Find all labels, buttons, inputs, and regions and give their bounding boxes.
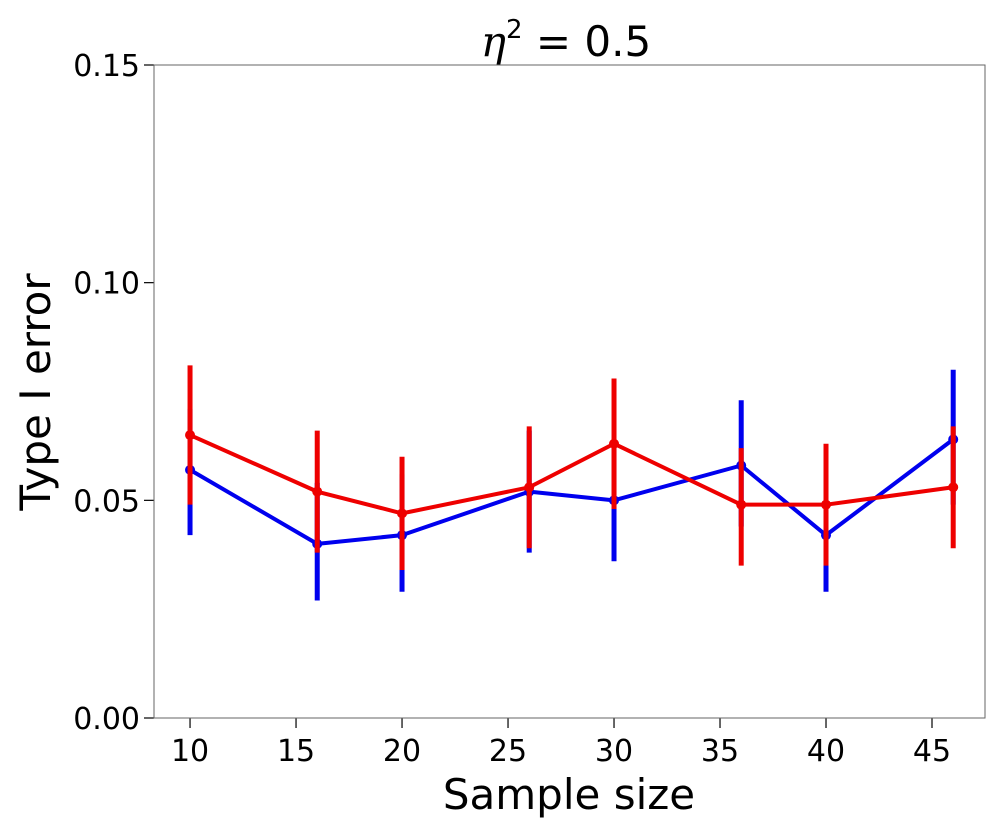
y-tick-label: 0.00 <box>73 702 140 737</box>
title-superscript: 2 <box>506 15 523 45</box>
title-rest: = 0.5 <box>523 17 652 66</box>
x-tick-label: 10 <box>171 734 209 769</box>
x-tick-label: 45 <box>913 734 951 769</box>
data-point-red <box>609 438 620 449</box>
series-red <box>185 365 959 570</box>
y-tick-label: 0.15 <box>73 49 140 84</box>
y-axis-label: Type I error <box>11 273 60 512</box>
data-point-red <box>397 508 408 519</box>
data-point-red <box>736 499 747 510</box>
data-point-red <box>312 486 323 497</box>
y-tick-label: 0.05 <box>73 484 140 519</box>
data-point-red <box>185 430 196 441</box>
x-tick-label: 25 <box>489 734 527 769</box>
chart-title: η2 = 0.5 <box>481 15 651 66</box>
data-point-red <box>948 482 959 493</box>
series-line-red <box>189 433 954 516</box>
y-tick-label: 0.10 <box>73 267 140 302</box>
x-axis-label: Sample size <box>443 770 695 819</box>
series-line-blue <box>189 437 955 546</box>
x-tick-label: 15 <box>277 734 315 769</box>
data-point-red <box>821 499 832 510</box>
data-point-red <box>524 482 535 493</box>
plot-area <box>153 64 986 719</box>
title-symbol: η <box>481 17 506 66</box>
x-tick-label: 20 <box>383 734 421 769</box>
x-tick-label: 40 <box>807 734 845 769</box>
x-tick-label: 35 <box>701 734 739 769</box>
x-tick-label: 30 <box>595 734 633 769</box>
